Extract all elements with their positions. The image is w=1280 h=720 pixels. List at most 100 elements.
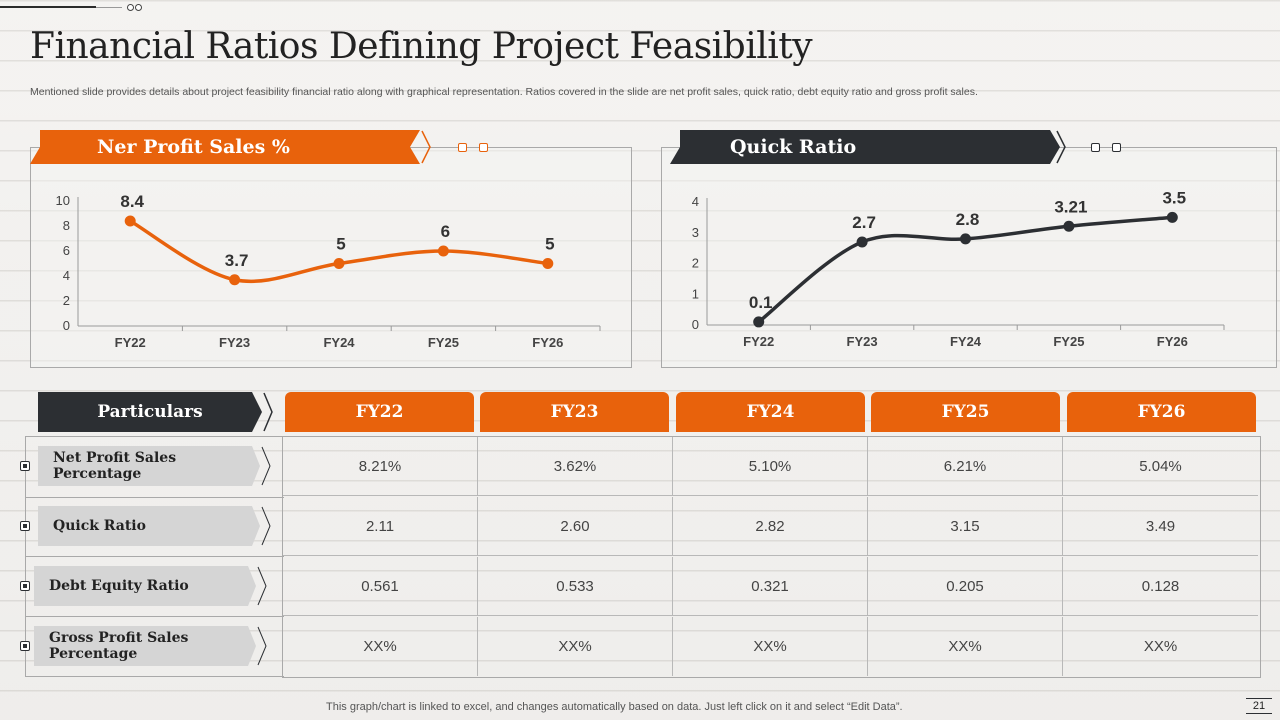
chevron-right-icon [263,392,273,432]
net-profit-data-label: 6 [441,222,450,241]
square-bullet-icon [1112,143,1121,152]
net-profit-y-tick-label: 2 [63,293,70,308]
particulars-header: Particulars [38,392,262,432]
quick-ratio-y-tick-label: 0 [692,317,699,332]
quick-ratio-y-tick-label: 2 [692,256,699,271]
chevron-right-icon [257,566,267,606]
table-cell: 5.10% [673,437,868,496]
chevron-right-icon [1056,130,1066,164]
data-table-grid [282,436,1261,678]
net-profit-y-tick-label: 6 [63,243,70,258]
table-cell: 0.128 [1063,557,1258,616]
net-profit-y-tick-label: 8 [63,218,70,233]
table-cell: XX% [868,617,1063,676]
quick-ratio-data-label: 3.5 [1162,188,1186,207]
table-cell: 0.561 [283,557,478,616]
table-col-header: FY25 [871,392,1060,432]
row-label-debt-equity: Debt Equity Ratio [34,566,256,606]
row-label-net-profit: Net Profit Sales Percentage [38,446,260,486]
table-col-header: FY22 [285,392,474,432]
square-bullet-icon [479,143,488,152]
net-profit-data-label: 5 [545,235,554,254]
table-cell: 2.60 [478,497,673,556]
square-bullet-icon [20,521,30,531]
row-label-gross-profit: Gross Profit Sales Percentage [34,626,256,666]
net-profit-line-chart[interactable]: 0 2 4 6 8 10 FY22 FY23 FY24 FY25 FY26 8.4 3.7 5 6 5 [30,180,630,366]
quick-ratio-chart-title: Quick Ratio [670,130,1060,164]
square-bullet-icon [1091,143,1100,152]
net-profit-data-point[interactable] [542,258,554,269]
quick-ratio-series-line [756,215,1175,324]
table-cell: XX% [1143,638,1178,655]
square-bullet-icon [20,641,30,651]
net-profit-data-point[interactable] [124,215,136,227]
table-col-header: FY23 [480,392,669,432]
top-accent-line [0,6,96,8]
table-col-header: FY26 [1067,392,1256,432]
net-profit-y-tick-label: 0 [63,318,70,333]
table-cell: 5.04% [1063,437,1258,496]
net-profit-x-tick-label: FY25 [428,335,459,350]
page-title: Financial Ratios Defining Project Feasib… [30,26,813,67]
square-bullet-icon [20,461,30,471]
table-cell: 8.21% [283,437,478,496]
net-profit-y-tick-label: 10 [56,193,70,208]
page-subtitle: Mentioned slide provides details about p… [30,86,978,98]
quick-ratio-x-tick-label: FY25 [1053,334,1084,349]
top-thin-line [96,7,122,8]
quick-ratio-data-label: 3.21 [1054,197,1087,216]
quick-ratio-data-point[interactable] [1063,220,1075,232]
net-profit-x-tick-label: FY24 [323,335,355,350]
chevron-right-icon [421,130,431,164]
quick-ratio-x-tick-label: FY22 [743,334,774,349]
net-profit-chart-title: Ner Profit Sales % [30,130,420,164]
row-label-quick-ratio: Quick Ratio [38,506,260,546]
table-cell: 2.82 [673,497,868,556]
table-cell: 3.62% [478,437,673,496]
net-profit-x-tick-label: FY26 [532,335,563,350]
chevron-right-icon [257,626,267,666]
top-dot-icon [135,4,142,11]
square-bullet-icon [458,143,467,152]
quick-ratio-y-tick-label: 1 [692,286,699,301]
net-profit-data-label: 5 [336,235,345,254]
quick-ratio-data-label: 2.8 [956,210,980,229]
net-profit-data-point[interactable] [333,258,345,269]
table-cell: 0.205 [868,557,1063,616]
net-profit-data-point[interactable] [229,274,241,286]
square-bullet-icon [20,581,30,591]
net-profit-data-label: 3.7 [225,251,249,270]
table-cell: XX% [283,617,478,676]
quick-ratio-data-point[interactable] [1166,211,1178,223]
net-profit-x-tick-label: FY23 [219,335,250,350]
table-cell: XX% [673,617,868,676]
table-cell: 6.21% [868,437,1063,496]
footer-note: This graph/chart is linked to excel, and… [326,701,903,713]
quick-ratio-data-label: 2.7 [852,213,876,232]
net-profit-data-point[interactable] [437,245,449,257]
table-cell: 0.533 [478,557,673,616]
quick-ratio-y-tick-label: 4 [692,194,699,209]
top-dot-icon [127,4,134,11]
quick-ratio-x-tick-label: FY23 [847,334,878,349]
net-profit-x-tick-label: FY22 [115,335,146,350]
net-profit-chart-panel [30,147,632,368]
quick-ratio-data-point[interactable] [856,236,868,248]
quick-ratio-y-tick-label: 3 [692,225,699,240]
table-cell: 3.15 [868,497,1063,556]
net-profit-data-label: 8.4 [120,192,144,211]
quick-ratio-data-point[interactable] [753,316,765,328]
quick-ratio-chart-panel [661,147,1277,368]
quick-ratio-line-chart[interactable]: 0 1 2 3 4 FY22 FY23 FY24 FY25 FY26 0.1 2.7 2.8 3.21 3.… [661,180,1275,366]
chevron-right-icon [261,446,271,486]
page-number: 21 [1246,698,1272,714]
table-cell: 3.49 [1063,497,1258,556]
quick-ratio-data-label: 0.1 [749,293,773,312]
quick-ratio-x-tick-label: FY26 [1157,334,1188,349]
table-col-header: FY24 [676,392,865,432]
quick-ratio-x-tick-label: FY24 [950,334,982,349]
net-profit-y-tick-label: 4 [63,268,70,283]
quick-ratio-data-point[interactable] [960,233,971,245]
table-cell: 2.11 [283,497,478,556]
chevron-right-icon [261,506,271,546]
